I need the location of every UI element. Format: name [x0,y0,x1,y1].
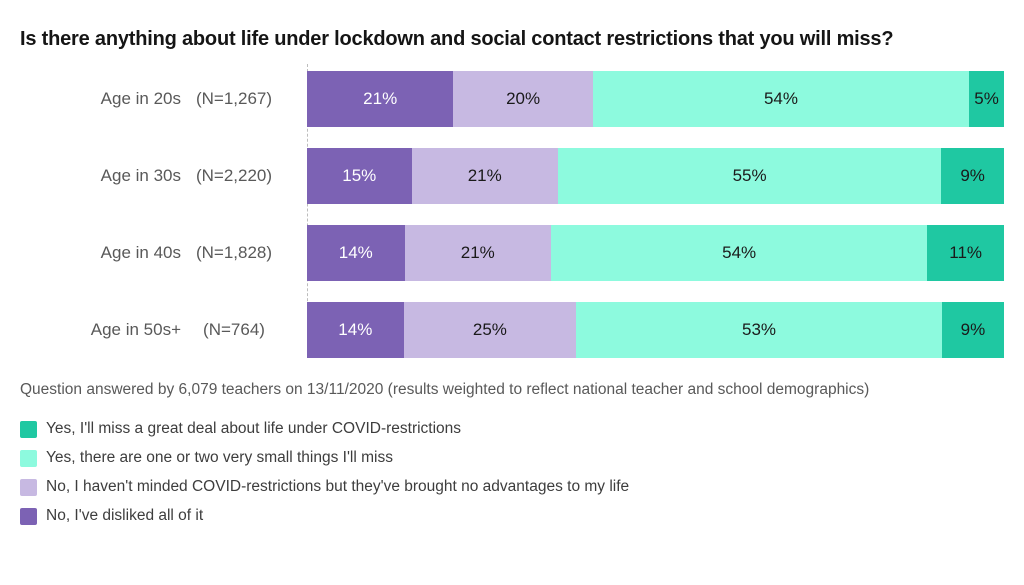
bar-row: Age in 20s (N=1,267) 21% 20% 54% 5% [20,71,1004,127]
segment-value-label: 14% [338,320,373,339]
legend-swatch [20,507,37,525]
row-sample-size-label: (N=2,220) [195,166,273,185]
segment-value-label: 20% [506,89,541,108]
bar-row: Age in 30s (N=2,220) 15% 21% 55% 9% [20,148,1004,204]
segment-value-label: 25% [472,320,507,339]
bar-segment: 21% [307,71,454,127]
legend-label: Yes, there are one or two very small thi… [46,449,393,466]
bar: 14% 25% 53% 9% [307,302,1004,358]
bar-row: Age in 40s (N=1,828) 14% 21% 54% 11% [20,225,1004,281]
page: Is there anything about life under lockd… [20,28,1004,525]
legend-label: No, I haven't minded COVID-restrictions … [46,478,630,495]
legend-label: No, I've disliked all of it [46,507,204,524]
bar-rows: Age in 20s (N=1,267) 21% 20% 54% 5% Age in … [20,64,1004,358]
legend-swatch [20,420,37,438]
bar-segment: 14% [307,302,404,358]
segment-value-label: 14% [338,243,373,262]
legend-swatch [20,449,37,467]
legend-item: No, I've disliked all of it [20,507,1004,525]
bar-segment: 55% [557,148,942,204]
footnote: Question answered by 6,079 teachers on 1… [20,381,870,398]
bar-segment: 21% [411,148,558,204]
segment-value-label: 15% [342,166,377,185]
segment-value-label: 53% [742,320,777,339]
row-label: Age in 40s (N=1,828) [20,243,307,263]
stacked-bar-chart: Age in 20s (N=1,267) 21% 20% 54% 5% Age in … [20,64,1004,358]
segment-value-label: 9% [960,166,985,185]
bar-segment: 20% [453,71,593,127]
segment-value-label: 54% [722,243,757,262]
bar: 21% 20% 54% 5% [307,71,1004,127]
row-label: Age in 30s (N=2,220) [20,166,307,186]
row-sample-size-label: (N=1,267) [195,89,273,108]
segment-value-label: 55% [732,166,767,185]
legend-item: Yes, there are one or two very small thi… [20,449,1004,467]
bar: 15% 21% 55% 9% [307,148,1004,204]
segment-value-label: 5% [974,89,999,108]
bar-segment: 9% [941,148,1004,204]
bar: 14% 21% 54% 11% [307,225,1004,281]
bar-segment: 15% [307,148,412,204]
legend-swatch [20,478,37,496]
legend: Yes, I'll miss a great deal about life u… [20,420,1004,525]
segment-value-label: 21% [363,89,398,108]
row-age-label: Age in 40s [100,243,181,262]
bar-segment: 21% [404,225,551,281]
row-age-label: Age in 50s+ [90,320,181,339]
bar-segment: 54% [550,225,928,281]
bar-segment: 25% [403,302,577,358]
bar-segment: 53% [576,302,942,358]
row-age-label: Age in 20s [100,89,181,108]
chart-title: Is there anything about life under lockd… [20,28,894,50]
bar-segment: 11% [927,225,1004,281]
legend-label: Yes, I'll miss a great deal about life u… [46,420,462,437]
segment-value-label: 21% [467,166,502,185]
row-age-label: Age in 30s [100,166,181,185]
bar-segment: 9% [941,302,1004,358]
row-label: Age in 20s (N=1,267) [20,89,307,109]
legend-item: No, I haven't minded COVID-restrictions … [20,478,1004,496]
segment-value-label: 11% [949,243,983,262]
axis-baseline-dashed-line [307,64,308,346]
bar-segment: 5% [969,71,1004,127]
bar-row: Age in 50s+ (N=764) 14% 25% 53% 9% [20,302,1004,358]
bar-segment: 54% [592,71,970,127]
row-sample-size-label: (N=1,828) [195,243,273,262]
legend-item: Yes, I'll miss a great deal about life u… [20,420,1004,438]
row-label: Age in 50s+ (N=764) [20,320,307,340]
bar-segment: 14% [307,225,405,281]
segment-value-label: 21% [460,243,495,262]
segment-value-label: 54% [763,89,798,108]
segment-value-label: 9% [960,320,986,339]
row-sample-size-label: (N=764) [203,320,265,339]
